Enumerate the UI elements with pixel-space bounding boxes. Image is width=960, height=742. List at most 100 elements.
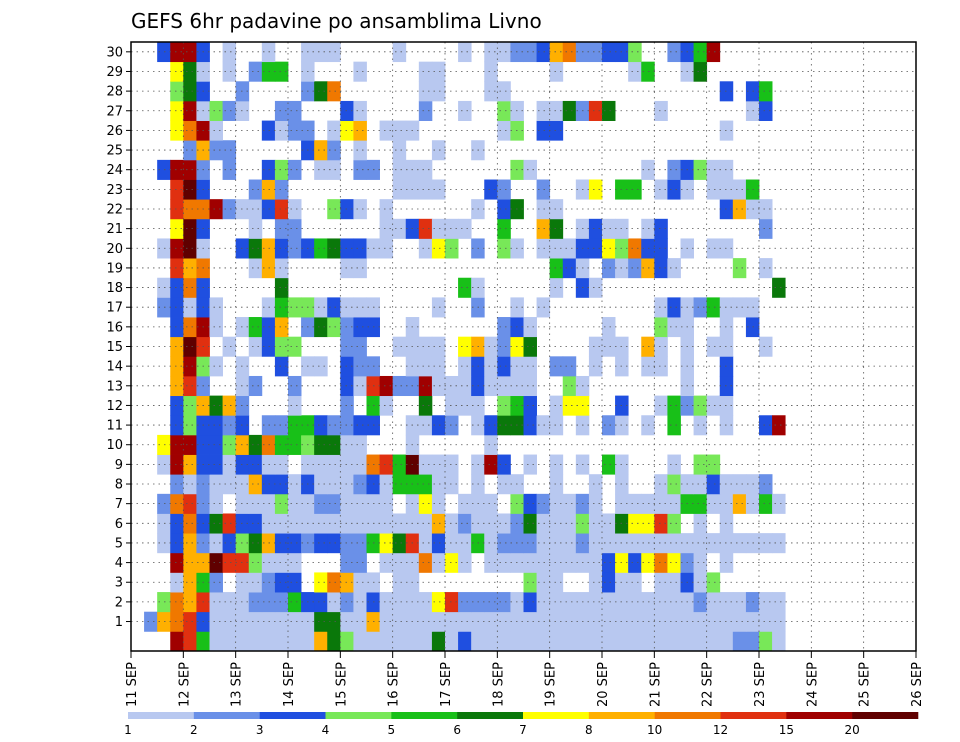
heatmap-cell [353,258,367,279]
heatmap-cell [314,317,328,338]
heatmap-cell [274,611,289,632]
heatmap-cell [314,415,328,436]
heatmap-cell [431,415,446,436]
heatmap-cell [353,572,367,593]
y-tick-label: 19 [106,261,123,276]
heatmap-cell [641,513,655,534]
heatmap-cell [458,493,472,514]
heatmap-cell [209,552,223,573]
heatmap-cell [183,454,197,475]
heatmap-cell [706,454,721,475]
heatmap-cell [170,493,184,514]
colorbar-label: 20 [845,723,860,737]
heatmap-cell [693,572,708,593]
heatmap-cell [628,513,642,534]
heatmap-cell [170,533,184,554]
heatmap-cell [431,493,446,514]
heatmap-cell [667,552,681,573]
heatmap-cell [157,434,171,455]
heatmap-cell [693,552,708,573]
heatmap-cell [157,493,171,514]
heatmap-cell [170,238,184,259]
heatmap-cell [523,42,537,63]
heatmap-cell [523,415,537,436]
heatmap-cell [693,297,708,318]
heatmap-cell [157,533,171,554]
heatmap-cell [588,533,603,554]
heatmap-cell [667,533,681,554]
heatmap-cell [458,552,472,573]
heatmap-cell [732,297,747,318]
heatmap-cell [418,631,433,652]
heatmap-cell [759,611,773,632]
heatmap-cell [536,120,551,141]
heatmap-cell [523,159,537,180]
heatmap-cell [379,533,394,554]
heatmap-cell [549,611,564,632]
heatmap-cell [772,493,786,514]
heatmap-cell [484,434,498,455]
heatmap-cell [458,592,472,613]
heatmap-cell [706,474,721,495]
heatmap-cell [340,552,354,573]
heatmap-cell [458,611,472,632]
heatmap-cell [170,42,184,63]
heatmap-cell [458,356,472,377]
heatmap-cell [209,533,223,554]
heatmap-cell [772,611,786,632]
heatmap-cell [588,238,603,259]
heatmap-cell [562,100,577,121]
heatmap-cell [654,474,668,495]
heatmap-cell [628,552,642,573]
heatmap-cell [248,218,263,239]
heatmap-cell [536,42,551,63]
heatmap-cell [667,631,681,652]
x-tick-label: 11 SEP [125,662,140,707]
heatmap-cell [654,356,668,377]
heatmap-cell [497,120,511,141]
heatmap-cell [562,631,577,652]
heatmap-cell [222,140,237,161]
heatmap-cell [340,395,354,416]
heatmap-cell [183,179,197,200]
heatmap-cell [431,218,446,239]
heatmap-cell [523,592,537,613]
heatmap-cell [222,61,237,82]
x-tick-label: 12 SEP [177,662,192,707]
heatmap-cell [536,552,551,573]
heatmap-cell [759,533,773,554]
heatmap-cell [353,100,367,121]
heatmap-cell [445,375,459,397]
heatmap-cell [431,552,446,573]
heatmap-cell [353,493,367,514]
heatmap-cell [209,493,223,514]
heatmap-cell [170,434,184,455]
heatmap-cell [588,493,603,514]
heatmap-cell [667,179,681,200]
heatmap-cell [340,454,354,475]
heatmap-cell [602,533,616,554]
x-axis-ticks: 11 SEP 12 SEP 13 SEP 14 SEP 15 SEP 16 SEP 17 S… [125,651,925,707]
heatmap-cell [209,474,223,495]
heatmap-cell [327,120,341,141]
heatmap-cell [602,592,616,613]
heatmap-cell [431,592,446,613]
heatmap-cell [654,395,668,416]
heatmap-cell [536,572,551,593]
heatmap-cell [209,140,223,161]
heatmap-cell [274,513,289,534]
heatmap-cell [706,42,721,63]
heatmap-cell [261,631,276,652]
heatmap-cell [248,631,263,652]
heatmap-cell [392,611,407,632]
heatmap-cell [588,631,603,652]
heatmap-cell [183,258,197,279]
heatmap-cell [497,199,511,220]
heatmap-cell [549,513,564,534]
heatmap-cell [641,238,655,259]
heatmap-cell [536,592,551,613]
heatmap-cell [353,356,367,377]
heatmap-cell [484,493,498,514]
y-tick-label: 17 [106,301,123,316]
heatmap-cell [183,199,197,220]
